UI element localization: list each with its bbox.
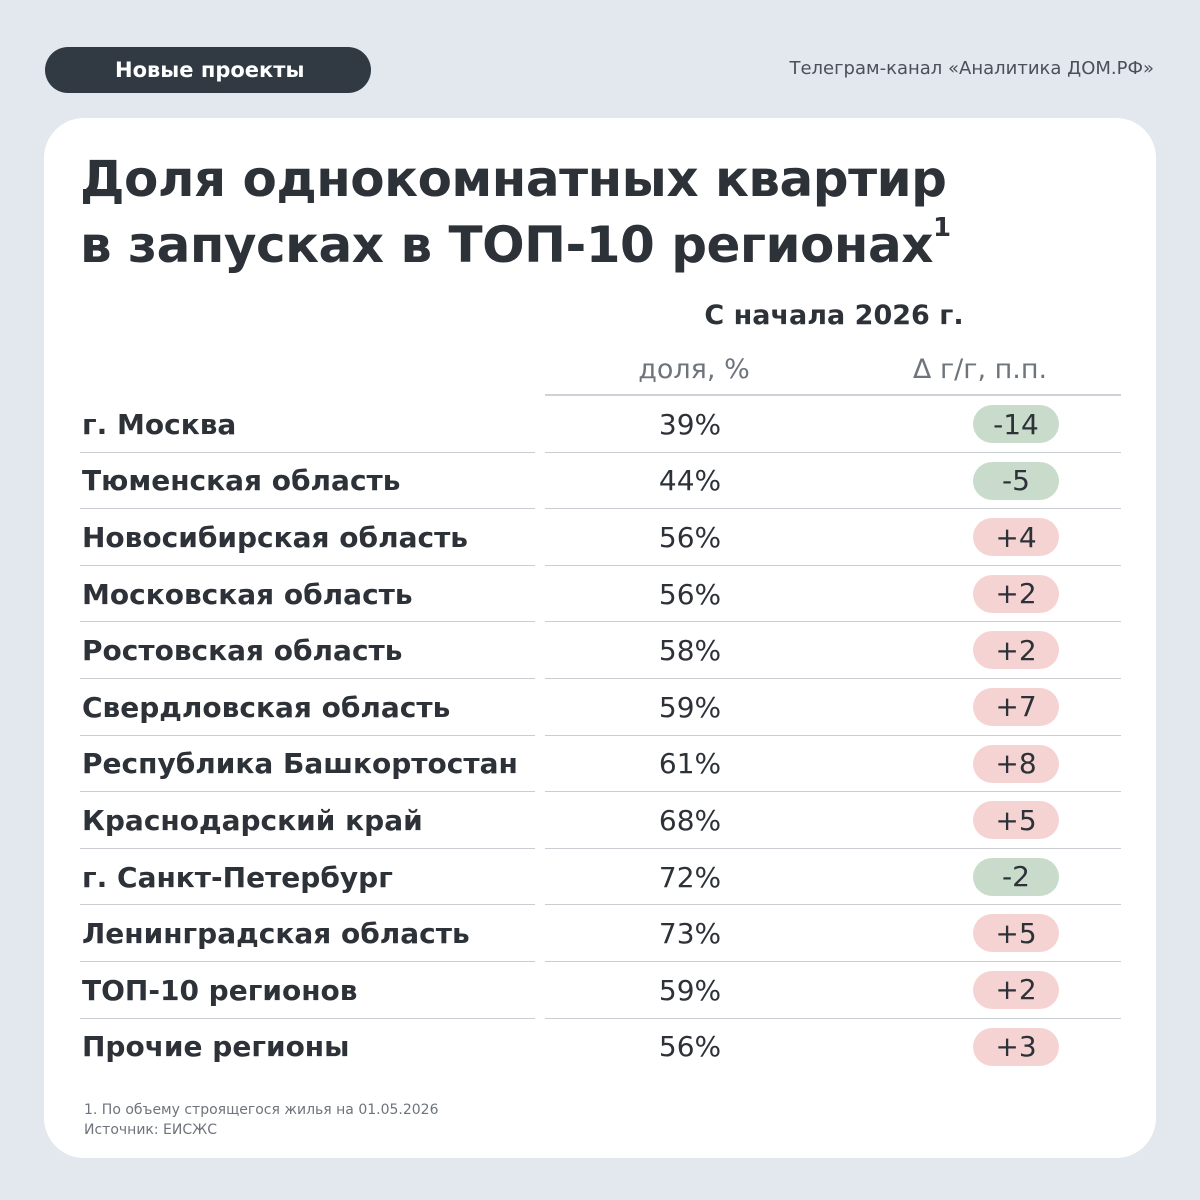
table-row: Республика Башкортостан 61% +8 bbox=[80, 736, 1121, 793]
region-name: Новосибирская область bbox=[82, 520, 468, 554]
title-line-1: Доля однокомнатных квартир bbox=[80, 150, 947, 208]
delta-badge: +7 bbox=[973, 687, 1059, 726]
delta-badge: -5 bbox=[973, 461, 1059, 500]
title-line-2-text: в запусках в ТОП-10 регионах bbox=[80, 216, 933, 274]
data-table: г. Москва 39% -14 Тюменская область 44% -5 Нов… bbox=[80, 396, 1121, 1075]
delta-badge: +2 bbox=[973, 631, 1059, 670]
row-divider-right bbox=[545, 677, 1121, 679]
delta-badge: -2 bbox=[973, 857, 1059, 896]
table-row: Новосибирская область 56% +4 bbox=[80, 509, 1121, 566]
region-name: г. Москва bbox=[82, 407, 237, 441]
column-header-delta: Δ г/г, п.п. bbox=[912, 354, 1048, 385]
row-divider-left bbox=[80, 904, 535, 906]
row-divider-right bbox=[545, 791, 1121, 793]
share-value: 44% bbox=[658, 464, 722, 498]
column-header-share: доля, % bbox=[638, 354, 750, 385]
delta-badge: +5 bbox=[973, 801, 1059, 840]
delta-badge: +2 bbox=[973, 970, 1059, 1009]
table-row: Свердловская область 59% +7 bbox=[80, 679, 1121, 736]
share-value: 72% bbox=[658, 860, 722, 894]
footnote: 1. По объему строящегося жилья на 01.05.… bbox=[84, 1102, 439, 1118]
table-row: Московская область 56% +2 bbox=[80, 566, 1121, 623]
table-row: Краснодарский край 68% +5 bbox=[80, 792, 1121, 849]
region-name: Ростовская область bbox=[82, 634, 403, 668]
channel-label: Телеграм-канал «Аналитика ДОМ.РФ» bbox=[789, 58, 1154, 79]
row-divider-left bbox=[80, 960, 535, 962]
share-value: 68% bbox=[658, 803, 722, 837]
row-divider-left bbox=[80, 677, 535, 679]
region-name: Свердловская область bbox=[82, 690, 451, 724]
table-row: г. Санкт-Петербург 72% -2 bbox=[80, 849, 1121, 906]
region-name: ТОП-10 регионов bbox=[82, 973, 358, 1007]
table-row: Ростовская область 58% +2 bbox=[80, 622, 1121, 679]
row-divider-right bbox=[545, 564, 1121, 566]
title-footnote-mark: 1 bbox=[932, 213, 951, 243]
region-name: Республика Башкортостан bbox=[82, 747, 518, 781]
delta-badge: +3 bbox=[973, 1027, 1059, 1066]
row-divider-left bbox=[80, 847, 535, 849]
region-name: Краснодарский край bbox=[82, 803, 423, 837]
row-divider-right bbox=[545, 734, 1121, 736]
row-divider-left bbox=[80, 564, 535, 566]
table-row: г. Москва 39% -14 bbox=[80, 396, 1121, 453]
delta-badge: +2 bbox=[973, 574, 1059, 613]
share-value: 73% bbox=[658, 917, 722, 951]
source-note: Источник: ЕИСЖС bbox=[84, 1122, 217, 1138]
share-value: 61% bbox=[658, 747, 722, 781]
share-value: 56% bbox=[658, 577, 722, 611]
page-title: Доля однокомнатных квартир в запусках в … bbox=[80, 146, 951, 278]
row-divider-right bbox=[545, 960, 1121, 962]
table-row: Тюменская область 44% -5 bbox=[80, 453, 1121, 510]
row-divider-left bbox=[80, 508, 535, 510]
share-value: 59% bbox=[658, 690, 722, 724]
share-value: 59% bbox=[658, 973, 722, 1007]
row-divider-left bbox=[80, 621, 535, 623]
delta-badge: +8 bbox=[973, 744, 1059, 783]
table-row: Прочие регионы 56% +3 bbox=[80, 1019, 1121, 1076]
table-row: ТОП-10 регионов 59% +2 bbox=[80, 962, 1121, 1019]
delta-badge: -14 bbox=[973, 405, 1059, 443]
delta-badge: +4 bbox=[973, 518, 1059, 557]
row-divider-right bbox=[545, 621, 1121, 623]
region-name: Ленинградская область bbox=[82, 917, 470, 951]
row-divider-left bbox=[80, 791, 535, 793]
title-line-2: в запусках в ТОП-10 регионах1 bbox=[80, 212, 951, 278]
delta-badge: +5 bbox=[973, 914, 1059, 953]
footnote-block: 1. По объему строящегося жилья на 01.05.… bbox=[84, 1100, 439, 1140]
section-tag: Новые проекты bbox=[45, 47, 371, 93]
table-row: Ленинградская область 73% +5 bbox=[80, 905, 1121, 962]
row-divider-right bbox=[545, 508, 1121, 510]
share-value: 56% bbox=[658, 1030, 722, 1064]
row-divider-right bbox=[545, 904, 1121, 906]
row-divider-left bbox=[80, 451, 535, 453]
row-divider-right bbox=[545, 1017, 1121, 1019]
row-divider-left bbox=[80, 1017, 535, 1019]
share-value: 56% bbox=[658, 520, 722, 554]
table-card: Доля однокомнатных квартир в запусках в … bbox=[44, 118, 1156, 1158]
share-value: 58% bbox=[658, 634, 722, 668]
header-divider bbox=[545, 394, 1121, 396]
row-divider-left bbox=[80, 734, 535, 736]
section-tag-label: Новые проекты bbox=[115, 58, 305, 82]
region-name: Тюменская область bbox=[82, 464, 401, 498]
region-name: Московская область bbox=[82, 577, 413, 611]
region-name: г. Санкт-Петербург bbox=[82, 860, 393, 894]
row-divider-right bbox=[545, 847, 1121, 849]
period-header: С начала 2026 г. bbox=[704, 300, 964, 331]
share-value: 39% bbox=[658, 407, 722, 441]
region-name: Прочие регионы bbox=[82, 1030, 350, 1064]
row-divider-right bbox=[545, 451, 1121, 453]
